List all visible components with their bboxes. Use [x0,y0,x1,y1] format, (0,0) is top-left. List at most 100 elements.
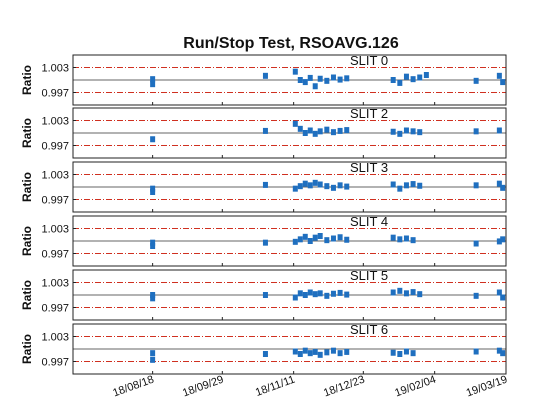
panel-title: SLIT 6 [350,322,388,337]
data-point [397,236,403,243]
y-tick-label: 1.003 [41,63,69,75]
data-point [417,129,423,136]
data-point [297,236,303,243]
data-point [337,289,343,296]
data-point [292,120,298,127]
data-point [344,183,350,190]
data-point [292,68,298,75]
data-point [417,74,423,81]
data-point [500,184,506,191]
data-point [337,76,343,83]
data-point [312,179,318,186]
y-axis-label: Ratio [20,118,34,148]
panel-title: SLIT 2 [350,106,388,121]
data-point [390,234,396,241]
data-point [150,81,156,88]
data-point [150,243,156,249]
panel-title: SLIT 3 [350,160,388,175]
data-point [496,238,502,245]
data-point [500,79,506,86]
data-point [496,289,502,296]
data-point [307,238,313,244]
data-point [330,129,336,136]
data-point [330,347,336,354]
data-point [324,183,330,190]
data-point [473,348,479,355]
data-point [397,351,403,357]
data-point [262,181,268,188]
y-tick-label: 1.003 [41,224,69,236]
data-point [150,76,156,83]
panel-title: SLIT 5 [350,268,388,283]
data-point [410,128,416,135]
data-point [324,77,330,84]
data-point [330,290,336,297]
y-tick-label: 0.997 [41,141,69,153]
data-point [307,127,313,134]
data-point [403,182,409,189]
data-point [150,185,156,192]
data-point [262,239,268,246]
y-axis-label: Ratio [20,280,34,310]
data-point [417,291,423,298]
data-point [302,180,308,187]
data-point [150,356,156,363]
data-point [292,185,298,192]
x-axis: 18/08/18 18/09/29 18/11/11 18/12/23 19/02/04… [111,374,509,400]
panel-slit-1: 1.003 0.997 Ratio SLIT 2 [20,106,507,159]
data-point [403,73,409,80]
data-point [390,77,396,83]
data-point [496,127,502,134]
data-point [403,348,409,355]
data-point [344,127,350,134]
data-point [496,180,502,187]
x-tick-label: 18/11/11 [254,374,297,399]
data-point [317,181,323,188]
data-point [496,347,502,354]
x-tick-label: 19/02/04 [393,374,437,400]
panel-slit-0: 1.003 0.997 Ratio SLIT 0 [20,53,507,106]
data-point [302,130,308,136]
data-point [317,128,323,135]
data-point [150,189,156,195]
data-point [403,127,409,134]
data-point [312,130,318,137]
data-point [150,350,156,357]
data-point [292,348,298,355]
panel-slit-5: 1.003 0.997 Ratio SLIT 6 [20,322,507,375]
data-point [317,290,323,297]
data-point [302,233,308,240]
y-axis-label: Ratio [20,226,34,256]
data-point [150,295,156,302]
y-axis-label: Ratio [20,65,34,95]
data-point [297,183,303,190]
panel-slit-2: 1.003 0.997 Ratio SLIT 3 [20,160,507,213]
data-point [397,287,403,294]
data-point [262,72,268,79]
data-point [397,130,403,137]
data-point [473,77,479,84]
y-tick-label: 1.003 [41,332,69,344]
data-point [390,349,396,356]
data-point [312,83,318,90]
data-point [403,290,409,297]
data-point [262,351,268,357]
data-point [344,75,350,82]
data-point [302,347,308,354]
data-point [390,289,396,296]
data-point [150,136,156,143]
data-point [317,75,323,82]
data-point [410,76,416,83]
data-point [297,351,303,357]
panels-group: 1.003 0.997 Ratio SLIT 0 1.003 0.997 Ratio SLIT… [20,53,507,375]
panel-frame [72,215,507,267]
panel-frame [72,269,507,321]
y-tick-label: 1.003 [41,278,69,290]
data-point [262,292,268,298]
data-point [324,237,330,244]
data-point [302,292,308,298]
x-tick-label: 18/12/23 [322,374,366,400]
data-point [292,294,298,301]
y-tick-label: 1.003 [41,116,69,128]
